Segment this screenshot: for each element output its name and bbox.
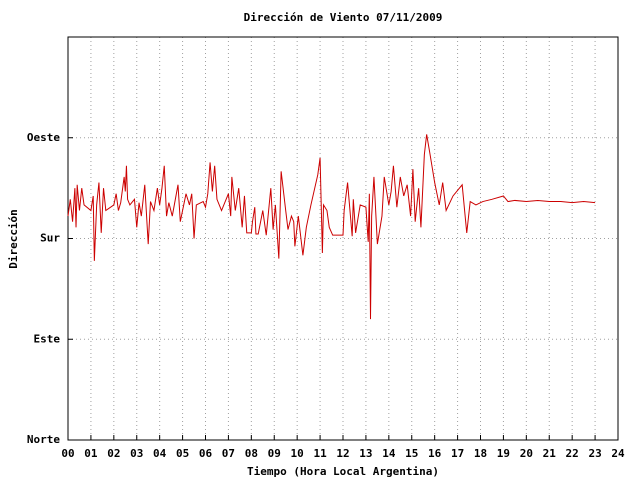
x-tick-label: 22 xyxy=(566,447,579,460)
x-tick-label: 20 xyxy=(520,447,533,460)
x-tick-label: 06 xyxy=(199,447,213,460)
y-tick-label: Oeste xyxy=(27,131,60,144)
x-tick-label: 15 xyxy=(405,447,418,460)
x-tick-label: 18 xyxy=(474,447,487,460)
x-tick-label: 17 xyxy=(451,447,464,460)
x-tick-label: 14 xyxy=(382,447,396,460)
x-tick-label: 13 xyxy=(359,447,372,460)
x-tick-label: 00 xyxy=(61,447,74,460)
x-tick-label: 03 xyxy=(130,447,143,460)
y-tick-label: Este xyxy=(34,332,61,345)
data-line xyxy=(67,134,596,320)
x-tick-label: 02 xyxy=(107,447,120,460)
x-tick-label: 05 xyxy=(176,447,189,460)
x-tick-label: 10 xyxy=(291,447,304,460)
plot-border xyxy=(67,36,619,441)
x-tick-label: 24 xyxy=(611,447,625,460)
x-tick-label: 23 xyxy=(588,447,601,460)
y-axis-label: Dirección xyxy=(7,209,20,269)
x-tick-label: 19 xyxy=(497,447,510,460)
x-tick-label: 11 xyxy=(313,447,327,460)
x-tick-label: 07 xyxy=(222,447,235,460)
x-axis-label: Tiempo (Hora Local Argentina) xyxy=(247,465,439,478)
y-tick-label: Sur xyxy=(40,232,60,245)
x-tick-label: 16 xyxy=(428,447,442,460)
x-tick-label: 09 xyxy=(268,447,281,460)
x-tick-label: 21 xyxy=(543,447,557,460)
chart-title: Dirección de Viento 07/11/2009 xyxy=(244,11,443,24)
x-tick-label: 01 xyxy=(84,447,98,460)
x-tick-label: 04 xyxy=(153,447,167,460)
x-tick-label: 08 xyxy=(245,447,258,460)
y-tick-label: Norte xyxy=(27,433,60,446)
x-tick-label: 12 xyxy=(336,447,349,460)
